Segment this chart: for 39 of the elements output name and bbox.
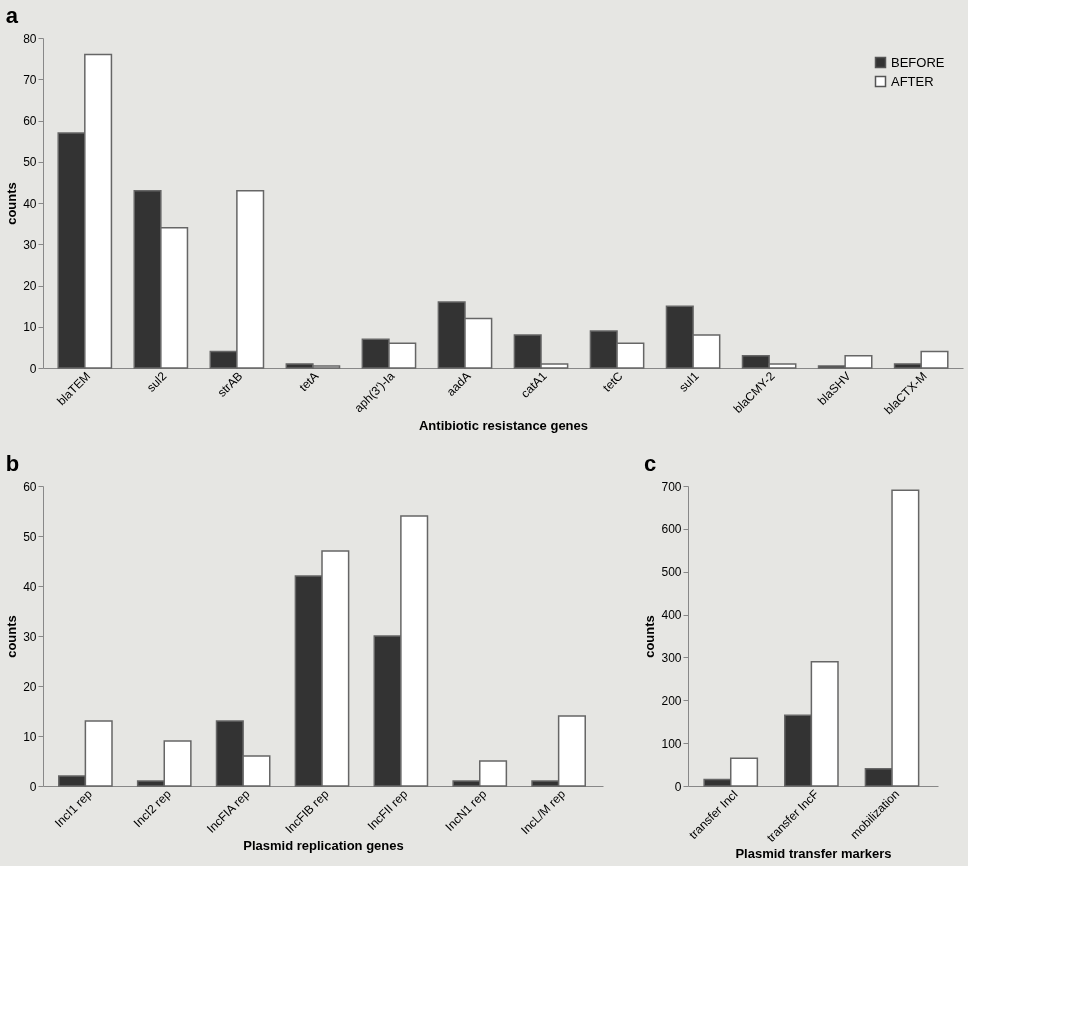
y-tick-label: 700: [661, 479, 682, 494]
x-tick-label: tetA: [296, 369, 322, 395]
y-tick-label: 0: [29, 361, 37, 376]
y-tick-label: 20: [23, 679, 37, 694]
chart-title: a: [5, 3, 19, 28]
y-tick-label: 50: [23, 155, 37, 170]
y-tick-label: 10: [23, 729, 37, 744]
y-tick-label: 0: [674, 779, 682, 794]
x-tick-label: sul1: [676, 368, 702, 395]
x-tick-label: tetC: [600, 368, 626, 395]
x-tick-label: sul2: [143, 368, 170, 395]
y-tick-label: 600: [661, 522, 682, 537]
y-axis-title: counts: [642, 615, 658, 658]
y-tick-label: 40: [23, 579, 37, 594]
y-tick-label: 200: [661, 693, 682, 708]
y-tick-label: 30: [23, 629, 37, 644]
y-tick-label: 500: [661, 565, 682, 580]
x-axis-title: Antibiotic resistance genes: [418, 418, 589, 434]
y-tick-label: 20: [23, 279, 37, 293]
y-tick-label: 10: [23, 320, 37, 335]
y-tick-label: 300: [661, 650, 682, 665]
y-axis-title: counts: [4, 182, 20, 225]
y-tick-label: 100: [661, 736, 682, 751]
chart-title: b: [5, 451, 20, 476]
chart-title: c: [643, 451, 657, 476]
y-axis-title: counts: [4, 615, 20, 658]
y-tick-label: 60: [23, 479, 37, 494]
x-axis-title: Plasmid transfer markers: [735, 845, 892, 861]
legend-label: AFTER: [891, 73, 934, 89]
y-tick-label: 50: [23, 529, 37, 544]
x-axis-title: Plasmid replication genes: [243, 838, 404, 854]
y-tick-label: 70: [23, 72, 37, 87]
y-tick-label: 80: [23, 31, 37, 46]
y-tick-label: 60: [23, 114, 37, 128]
y-tick-label: 30: [23, 237, 37, 252]
legend-label: BEFORE: [891, 54, 945, 70]
y-tick-label: 40: [23, 196, 37, 211]
y-tick-label: 0: [29, 779, 37, 794]
y-tick-label: 400: [661, 608, 682, 623]
